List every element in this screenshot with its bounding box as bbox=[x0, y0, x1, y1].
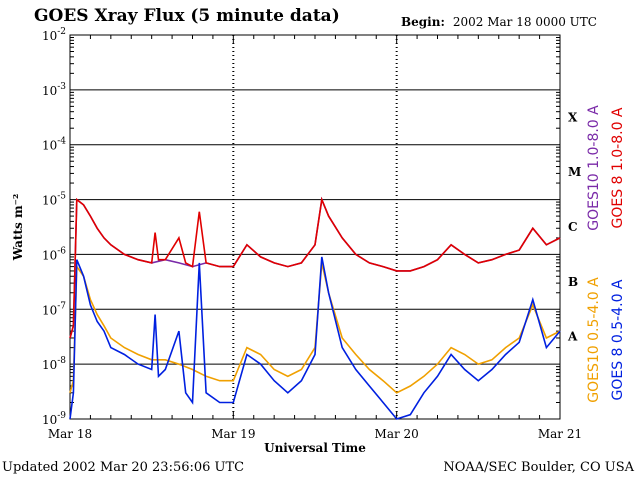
legend-entry: GOES 8 0.5-4.0 A bbox=[610, 279, 626, 400]
begin-timestamp: Begin: 2002 Mar 18 0000 UTC bbox=[401, 15, 597, 29]
x-axis-label: Universal Time bbox=[264, 441, 366, 455]
y-tick-label: 10-7 bbox=[42, 301, 66, 317]
series-line-goes10-1-0-8-0-a bbox=[69, 196, 561, 339]
begin-value: 2002 Mar 18 0000 UTC bbox=[452, 15, 597, 29]
x-tick-label: Mar 21 bbox=[538, 427, 582, 441]
legend-entry: GOES10 1.0-8.0 A bbox=[586, 105, 602, 231]
y-axis-label: Watts m⁻² bbox=[11, 194, 25, 262]
updated-timestamp: Updated 2002 Mar 20 23:56:06 UTC bbox=[2, 460, 245, 475]
y-tick-label: 10-3 bbox=[42, 82, 66, 98]
flare-class-label: X bbox=[568, 110, 578, 124]
series-line-goes10-0-5-4-0-a bbox=[69, 262, 561, 394]
x-tick-label: Mar 20 bbox=[375, 427, 419, 441]
credit-text: NOAA/SEC Boulder, CO USA bbox=[443, 460, 634, 475]
y-tick-label: 10-4 bbox=[42, 137, 66, 153]
y-tick-label: 10-2 bbox=[42, 27, 66, 43]
legend-entry: GOES 8 1.0-8.0 A bbox=[610, 107, 626, 228]
series-line-goes-8-1-0-8-0-a bbox=[69, 196, 561, 339]
chart-title: GOES Xray Flux (5 minute data) bbox=[34, 6, 340, 26]
flare-class-label: M bbox=[568, 165, 581, 179]
y-tick-label: 10-9 bbox=[42, 411, 66, 427]
legend-entry: GOES10 0.5-4.0 A bbox=[586, 277, 602, 403]
y-tick-label: 10-8 bbox=[42, 356, 66, 372]
y-tick-label: 10-6 bbox=[42, 246, 66, 262]
begin-label: Begin: bbox=[401, 15, 445, 29]
flare-class-label: C bbox=[568, 220, 578, 234]
flare-class-label: A bbox=[567, 330, 578, 344]
series-line-goes-8-0-5-4-0-a bbox=[69, 256, 561, 420]
y-tick-label: 10-5 bbox=[42, 192, 66, 208]
x-tick-label: Mar 18 bbox=[48, 427, 92, 441]
flare-class-label: B bbox=[568, 275, 578, 289]
x-tick-label: Mar 19 bbox=[211, 427, 255, 441]
